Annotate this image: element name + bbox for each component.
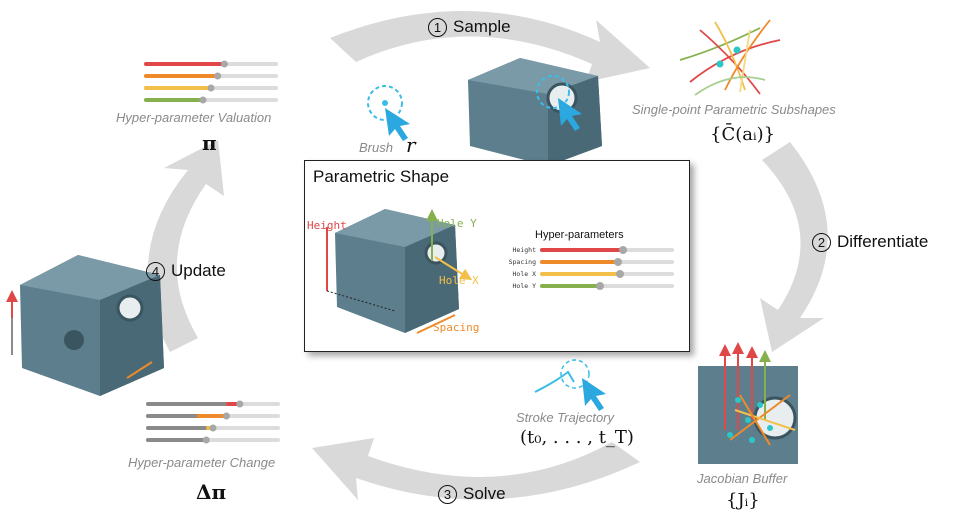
step-number: 4 bbox=[146, 261, 165, 281]
jacobian-symbol: {Jᵢ} bbox=[726, 490, 760, 511]
bar-fill bbox=[144, 86, 211, 90]
stroke-caption: Stroke Trajectory bbox=[516, 410, 615, 425]
hyper-parameter-name: Hole Y bbox=[512, 282, 536, 290]
bar-fill bbox=[146, 426, 213, 430]
bar-fill bbox=[144, 62, 225, 66]
sampled-shape-image bbox=[468, 58, 602, 166]
step-number: 1 bbox=[428, 17, 447, 37]
hyper-parameter-name: Hole X bbox=[512, 270, 536, 278]
brush-caption: Brush bbox=[359, 140, 393, 155]
hyper-parameter-fill bbox=[540, 272, 621, 276]
hyper-parameter-row: Hole X bbox=[500, 269, 680, 279]
bar-delta bbox=[226, 402, 240, 406]
step-label: Sample bbox=[453, 17, 511, 36]
sample-arrow bbox=[330, 10, 650, 83]
change-caption: Hyper-parameter Change bbox=[128, 455, 276, 470]
subshapes-symbol: {C̄(aᵢ)} bbox=[710, 124, 776, 145]
hyper-parameter-fill bbox=[540, 260, 618, 264]
hyper-parameter-fill bbox=[540, 284, 601, 288]
step-number: 2 bbox=[812, 232, 831, 252]
bar-knob bbox=[220, 60, 228, 68]
cycle-arrows bbox=[147, 10, 828, 500]
hyper-parameter-fill bbox=[540, 248, 624, 252]
hyper-parameter-slider bbox=[540, 246, 674, 254]
brush-symbol: r bbox=[406, 133, 416, 157]
step-label: Differentiate bbox=[837, 232, 929, 251]
updated-shape-image bbox=[6, 255, 164, 396]
jacobian-buffer-image bbox=[698, 342, 798, 464]
bar-knob bbox=[209, 424, 217, 432]
change-symbol: Δπ bbox=[196, 480, 227, 504]
step-differentiate: 2 Differentiate bbox=[812, 232, 928, 252]
bar-knob bbox=[199, 96, 207, 104]
bar-fill bbox=[144, 98, 203, 102]
valuation-caption: Hyper-parameter Valuation bbox=[116, 110, 272, 125]
hyper-parameter-knob bbox=[619, 246, 628, 254]
hyper-parameter-name: Height bbox=[512, 246, 536, 254]
step-solve: 3 Solve bbox=[438, 484, 506, 504]
hyper-parameter-slider bbox=[540, 258, 674, 266]
hyper-parameter-knob bbox=[596, 282, 605, 290]
step-number: 3 bbox=[438, 484, 457, 504]
hyper-parameter-row: Height bbox=[500, 245, 680, 255]
bar-fill bbox=[144, 74, 218, 78]
height-label: Height bbox=[307, 219, 347, 232]
solve-arrow bbox=[312, 438, 640, 500]
parametric-shape-card: Parametric Shape Height Hole Y Hole X Sp… bbox=[304, 160, 690, 352]
bar-fill bbox=[146, 402, 240, 406]
step-label: Update bbox=[171, 261, 226, 280]
subshapes-caption: Single-point Parametric Subshapes bbox=[632, 102, 836, 117]
step-label: Solve bbox=[463, 484, 506, 503]
step-sample: 1 Sample bbox=[428, 17, 511, 37]
jacobian-caption: Jacobian Buffer bbox=[697, 471, 788, 486]
hyper-parameter-name: Spacing bbox=[508, 258, 536, 266]
valuation-symbol: π bbox=[202, 131, 217, 155]
subshapes-curves bbox=[679, 19, 781, 96]
hyper-parameter-slider bbox=[540, 270, 674, 278]
hyper-parameter-row: Spacing bbox=[500, 257, 680, 267]
hole-x-label: Hole X bbox=[439, 274, 479, 287]
hole-y-label: Hole Y bbox=[437, 217, 477, 230]
step-update: 4 Update bbox=[146, 261, 226, 281]
bar-knob bbox=[236, 400, 244, 408]
valuation-bars bbox=[144, 60, 278, 104]
hyper-parameter-knob bbox=[613, 258, 622, 266]
card-shape bbox=[326, 209, 473, 334]
card-title: Parametric Shape bbox=[313, 167, 450, 186]
bar-knob bbox=[202, 436, 210, 444]
hyper-parameter-row: Hole Y bbox=[500, 281, 680, 291]
hyper-parameter-slider bbox=[540, 282, 674, 290]
spacing-label: Spacing bbox=[433, 321, 480, 334]
hyper-parameter-knob bbox=[616, 270, 625, 278]
stroke-trajectory-icon bbox=[534, 359, 606, 411]
bar-knob bbox=[222, 412, 230, 420]
bar-knob bbox=[207, 84, 215, 92]
bar-delta bbox=[196, 414, 227, 418]
change-bars bbox=[146, 400, 280, 444]
brush-icon bbox=[367, 85, 410, 141]
hyper-parameters-title: Hyper-parameters bbox=[535, 229, 624, 241]
stroke-symbol: (t₀, . . . , t_T) bbox=[520, 427, 634, 448]
bar-fill bbox=[146, 438, 207, 442]
differentiate-arrow bbox=[760, 142, 828, 352]
bar-knob bbox=[214, 72, 222, 80]
update-arrow bbox=[147, 140, 224, 352]
